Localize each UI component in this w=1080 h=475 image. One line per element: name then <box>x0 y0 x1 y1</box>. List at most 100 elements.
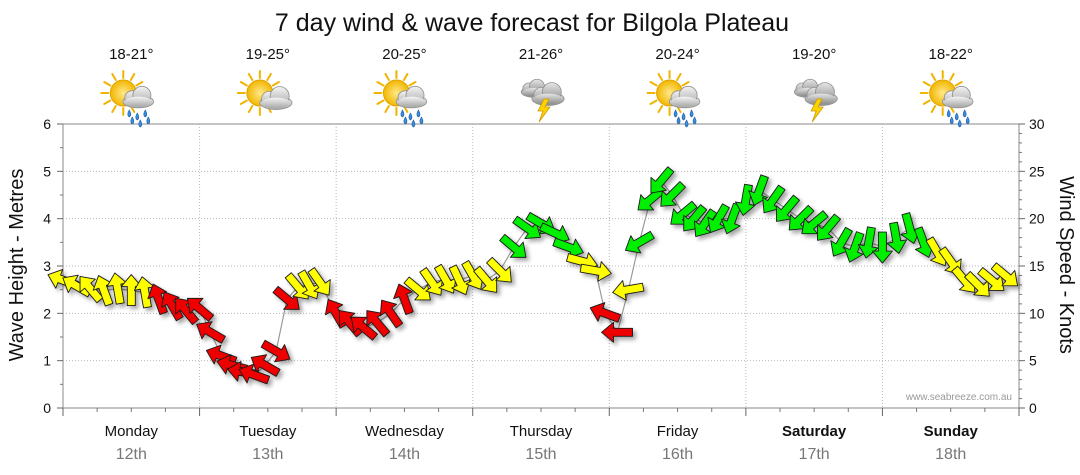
bottom-axis <box>62 408 1020 416</box>
day-label: Thursday <box>510 423 573 440</box>
y-tick-label: 1 <box>43 353 51 369</box>
left-axis: 0 1 2 3 4 5 6 <box>43 116 63 416</box>
day-label: Wednesday <box>365 423 444 440</box>
temp-range: 20-24° <box>655 46 699 63</box>
wind-arrow <box>670 200 698 225</box>
y2-tick-label: 20 <box>1029 211 1045 227</box>
wind-trend-line <box>62 179 1006 376</box>
wind-arrow <box>133 276 155 309</box>
cloud-shape <box>259 86 293 110</box>
weather-header: 18-21° 19-25° 20-25° 21-26° 20-24° 19-20° 18-2… <box>100 46 974 128</box>
wind-arrow <box>196 321 226 344</box>
credit-text: www.seabreeze.com.au <box>905 392 1012 403</box>
right-axis: 0 5 10 15 20 25 30 <box>1019 116 1045 416</box>
wind-arrow <box>238 363 271 385</box>
rain-showers-sun-icon <box>100 70 154 128</box>
cloud-shape <box>942 85 974 109</box>
wind-arrow <box>448 264 471 296</box>
y2-tick-label: 10 <box>1029 305 1045 321</box>
thunderstorm-icon <box>520 78 565 123</box>
y-tick-label: 0 <box>43 400 51 416</box>
wind-arrow <box>886 221 908 254</box>
rain-showers-sun-icon <box>373 70 428 128</box>
wind-arrow <box>990 262 1019 287</box>
cloud-shape <box>668 85 701 109</box>
sun-rays <box>100 70 147 116</box>
wind-arrow <box>307 267 331 296</box>
wind-path <box>62 179 1006 376</box>
cloud-shape <box>395 85 428 109</box>
wind-arrow <box>433 263 457 294</box>
thunderstorm-icon <box>793 78 838 123</box>
wind-arrow <box>693 208 718 237</box>
lightning-bolt <box>537 98 551 123</box>
y-tick-label: 6 <box>43 116 51 132</box>
y-tick-label: 5 <box>43 163 51 179</box>
wind-arrow <box>843 231 865 263</box>
temp-range: 20-25° <box>382 46 426 63</box>
wind-arrow <box>624 230 655 254</box>
wind-arrow <box>92 275 114 307</box>
y-axis-label: Wave Height - Metres <box>6 169 28 362</box>
y2-tick-label: 15 <box>1029 258 1045 274</box>
date-label: 15th <box>525 446 556 463</box>
temp-range: 21-26° <box>519 46 563 63</box>
wind-arrow <box>964 271 990 297</box>
day-labels: Monday 12th Tuesday 13th Wednesday 14th Thursd… <box>105 423 979 463</box>
wind-arrow <box>612 280 645 301</box>
date-label: 16th <box>662 446 693 463</box>
wind-arrow <box>650 166 675 194</box>
wind-arrow <box>499 233 527 258</box>
wind-arrows <box>47 166 1019 385</box>
wind-arrow <box>977 267 1005 291</box>
day-label: Tuesday <box>239 423 296 440</box>
y2-tick-label: 0 <box>1029 400 1037 416</box>
wind-arrow <box>284 272 309 300</box>
day-label: Saturday <box>782 423 847 440</box>
wind-arrow <box>589 302 622 323</box>
wind-arrow <box>419 267 443 296</box>
wind-arrow <box>817 213 841 241</box>
rain-drops <box>946 109 970 128</box>
wind-arrow <box>260 339 291 363</box>
wind-arrow <box>486 256 512 283</box>
wind-arrow <box>707 203 730 234</box>
y-tick-label: 4 <box>43 211 51 227</box>
y2-axis-label: Wind Speed - Knots <box>1055 176 1077 354</box>
temp-range: 19-25° <box>246 46 290 63</box>
day-label: Monday <box>105 423 159 440</box>
wind-arrow <box>120 274 142 307</box>
wind-arrow <box>350 316 379 341</box>
wind-arrow <box>379 299 404 329</box>
lightning-bolt <box>810 98 824 123</box>
rain-drops <box>400 109 424 128</box>
temp-range: 18-21° <box>109 46 153 63</box>
wind-arrow <box>512 215 541 240</box>
y-tick-label: 2 <box>43 305 51 321</box>
y2-tick-label: 25 <box>1029 163 1045 179</box>
wind-arrow <box>366 310 391 338</box>
wind-arrow <box>660 181 686 207</box>
wind-arrow <box>579 261 612 282</box>
wind-arrow <box>871 231 893 264</box>
chart-title: 7 day wind & wave forecast for Bilgola P… <box>275 9 789 37</box>
date-label: 13th <box>252 446 283 463</box>
cloud-shape <box>122 85 154 109</box>
wind-arrow <box>830 226 853 257</box>
date-label: 14th <box>389 446 420 463</box>
day-label: Friday <box>657 423 699 440</box>
rain-drops <box>127 109 151 128</box>
date-label: 18th <box>935 446 966 463</box>
y-tick-label: 3 <box>43 258 51 274</box>
wind-arrow <box>272 285 300 310</box>
wind-arrow <box>857 226 879 259</box>
rain-drops <box>673 109 697 128</box>
rain-showers-sun-icon <box>646 70 701 128</box>
wind-arrow <box>106 272 128 305</box>
wind-arrow <box>175 297 200 326</box>
wind-arrow <box>250 354 281 377</box>
rain-showers-sun-icon <box>919 70 974 128</box>
wind-arrow <box>788 204 815 231</box>
wind-arrow <box>801 210 829 235</box>
